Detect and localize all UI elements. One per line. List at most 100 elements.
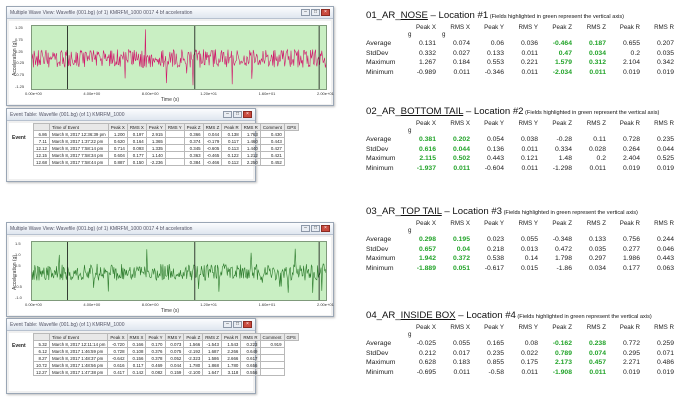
column-header[interactable]: RMS X xyxy=(126,123,147,131)
minimize-icon[interactable]: – xyxy=(223,111,232,118)
column-header[interactable]: RMS X xyxy=(126,333,147,341)
table-cell: 0.142 xyxy=(126,368,147,376)
column-header: Peak Y xyxy=(484,220,504,227)
event-table-titlebar[interactable]: Event Table: Wavefile (001.bg) (of 1) KM… xyxy=(7,319,255,331)
column-header[interactable]: Peak Y xyxy=(145,123,166,131)
plot-area[interactable] xyxy=(31,241,327,301)
minimize-icon[interactable]: – xyxy=(301,225,310,232)
table-row[interactable]: 5.32 March 8, 2017 12:11:14 pm -0.720 0.166… xyxy=(33,340,299,348)
column-header[interactable]: RMS Y xyxy=(164,123,185,131)
waveform-window-2-titlebar[interactable]: Multiple Wave View: Wavefile (001.bg) (o… xyxy=(7,223,333,235)
column-header[interactable]: Peak R xyxy=(220,333,242,341)
close-icon[interactable]: × xyxy=(243,111,252,118)
minimize-icon[interactable]: – xyxy=(301,9,310,16)
stat-value: -0.28 xyxy=(556,136,573,143)
stat-value: 0.183 xyxy=(452,359,470,366)
column-header[interactable]: RMS R xyxy=(240,123,261,131)
plot-area[interactable] xyxy=(31,25,327,90)
stat-value: 0.034 xyxy=(588,264,606,272)
column-header[interactable]: Peak X xyxy=(107,333,128,341)
stat-value: 0.022 xyxy=(520,349,538,357)
column-header: RMS X xyxy=(450,24,470,31)
table-cell: 0.052 xyxy=(164,354,185,362)
close-icon[interactable]: × xyxy=(243,321,252,328)
table-row[interactable]: 7.11 March 8, 2017 1:37:22 pm 0.620 0.164 1.… xyxy=(33,137,299,145)
column-header[interactable]: Peak Z xyxy=(183,333,204,341)
stat-value: -0.58 xyxy=(488,368,505,376)
events-grid[interactable]: Time of Event Peak X RMS X Peak Y RMS Y Peak … xyxy=(33,333,299,376)
signal-line xyxy=(32,29,326,86)
table-row[interactable]: 12.12 March 8, 2017 7:58:14 pm 0.714 0.093 1… xyxy=(33,144,299,152)
table-cell: 1.566 xyxy=(183,340,204,348)
column-header[interactable]: GPS xyxy=(283,333,299,341)
table-cell: 0.082 xyxy=(145,368,166,376)
column-header[interactable]: Peak R xyxy=(221,123,242,131)
event-table-titlebar[interactable]: Event Table: Wavefile (001.bg) (of 1) KM… xyxy=(7,109,255,121)
stat-value: 1.48 xyxy=(558,155,572,162)
stat-value: 1.942 xyxy=(418,255,436,262)
column-header[interactable]: Peak Z xyxy=(183,123,204,131)
events-grid[interactable]: Time of Event Peak X RMS X Peak Y RMS Y Peak … xyxy=(33,123,300,166)
maximize-icon[interactable]: □ xyxy=(233,321,242,328)
stat-value: 0.2 xyxy=(596,155,606,162)
y-tick-label: 1.0 xyxy=(15,251,21,257)
stat-value: 0.553 xyxy=(486,59,504,66)
maximize-icon[interactable]: □ xyxy=(311,225,320,232)
event-table: Event Time of Event Peak X RMS X Peak Y RMS … xyxy=(9,123,300,179)
table-row[interactable]: 12.15 March 8, 2017 7:58:34 pm 0.604 0.177 1… xyxy=(33,151,299,159)
column-header[interactable]: RMS R xyxy=(240,333,261,341)
maximize-icon[interactable]: □ xyxy=(311,9,320,16)
stat-value: 0.044 xyxy=(452,145,470,153)
table-header-row: Time of Event Peak X RMS X Peak Y RMS Y Peak … xyxy=(33,123,300,131)
stat-value: 0.011 xyxy=(589,68,606,76)
stat-value: 0.472 xyxy=(554,245,572,253)
column-header[interactable] xyxy=(33,333,50,341)
column-header[interactable]: Comment xyxy=(259,333,285,341)
stat-value: -0.989 xyxy=(416,68,436,76)
table-row[interactable]: 6.86 March 8, 2017 12:36:39 pm 1.200 0.197 2… xyxy=(33,130,299,138)
minimize-icon[interactable]: – xyxy=(223,321,232,328)
column-header[interactable]: RMS Z xyxy=(202,123,223,131)
column-header[interactable]: RMS Y xyxy=(164,333,185,341)
title-suffix: – Location #2 xyxy=(463,106,524,117)
column-header[interactable]: GPS xyxy=(283,123,300,131)
maximize-icon[interactable]: □ xyxy=(233,111,242,118)
column-header[interactable]: Comment xyxy=(259,123,285,131)
table-cell: 0.197 xyxy=(126,130,147,138)
close-icon[interactable]: × xyxy=(321,225,330,232)
table-cell: March 8, 2017 1:37:22 pm xyxy=(49,137,109,145)
column-header[interactable]: Peak Y xyxy=(145,333,166,341)
table-row[interactable]: 10.72 March 8, 2017 1:48:56 pm 0.616 0.117 0… xyxy=(33,361,299,369)
table-row[interactable]: 8.27 March 8, 2017 1:48:37 pm -0.642 0.156 0… xyxy=(33,354,299,362)
table-cell: March 8, 2017 1:46:59 pm xyxy=(48,347,109,355)
waveform-window-1-titlebar[interactable]: Multiple Wave View: Wavefile (001.bg) (o… xyxy=(7,7,333,19)
table-row[interactable]: 12.27 March 8, 2017 1:47:38 pm 0.417 0.142 0… xyxy=(33,368,299,376)
stat-value: 0.616 xyxy=(418,145,436,153)
stat-value: 0.297 xyxy=(588,255,606,262)
close-icon[interactable]: × xyxy=(321,9,330,16)
stat-value: 0.443 xyxy=(656,255,674,262)
stat-value: -0.464 xyxy=(552,40,572,47)
column-header[interactable]: Time of Event xyxy=(48,333,109,341)
stat-value: 0.381 xyxy=(418,136,436,143)
column-header[interactable] xyxy=(33,123,50,131)
table-cell: 0.150 xyxy=(126,158,147,166)
column-header[interactable]: Peak X xyxy=(107,123,128,131)
row-label: StdDev xyxy=(366,349,389,357)
row-label: Minimum xyxy=(366,264,394,272)
column-header: Peak X xyxy=(416,324,436,331)
table-cell: 1.868 xyxy=(202,361,222,369)
stat-value: 0.019 xyxy=(622,68,640,76)
waveform-chart-1[interactable]: Acceleration (g) 1.25 0.75 0.25 -0.25 -0.75-… xyxy=(9,21,334,104)
title-note: (Fields highlighted in green represent t… xyxy=(502,210,638,216)
table-row[interactable]: 12.68 March 8, 2017 7:58:44 pm 0.887 0.150-… xyxy=(33,158,299,166)
y-tick-label: 1.5 xyxy=(15,241,21,246)
row-label: Average xyxy=(366,236,392,243)
column-header[interactable]: Time of Event xyxy=(49,123,109,131)
stat-value: 0.011 xyxy=(589,368,606,376)
waveform-chart-2[interactable]: Acceleration (g) 1.5 1.0 0.5 0 -0.5 -1.0 0.00… xyxy=(9,237,334,315)
stat-value: 0.019 xyxy=(622,368,640,376)
table-row[interactable]: 6.12 March 8, 2017 1:46:59 pm 0.728 0.108 0.… xyxy=(33,347,299,355)
column-header[interactable]: RMS Z xyxy=(202,333,222,341)
row-label: Average xyxy=(366,340,392,347)
